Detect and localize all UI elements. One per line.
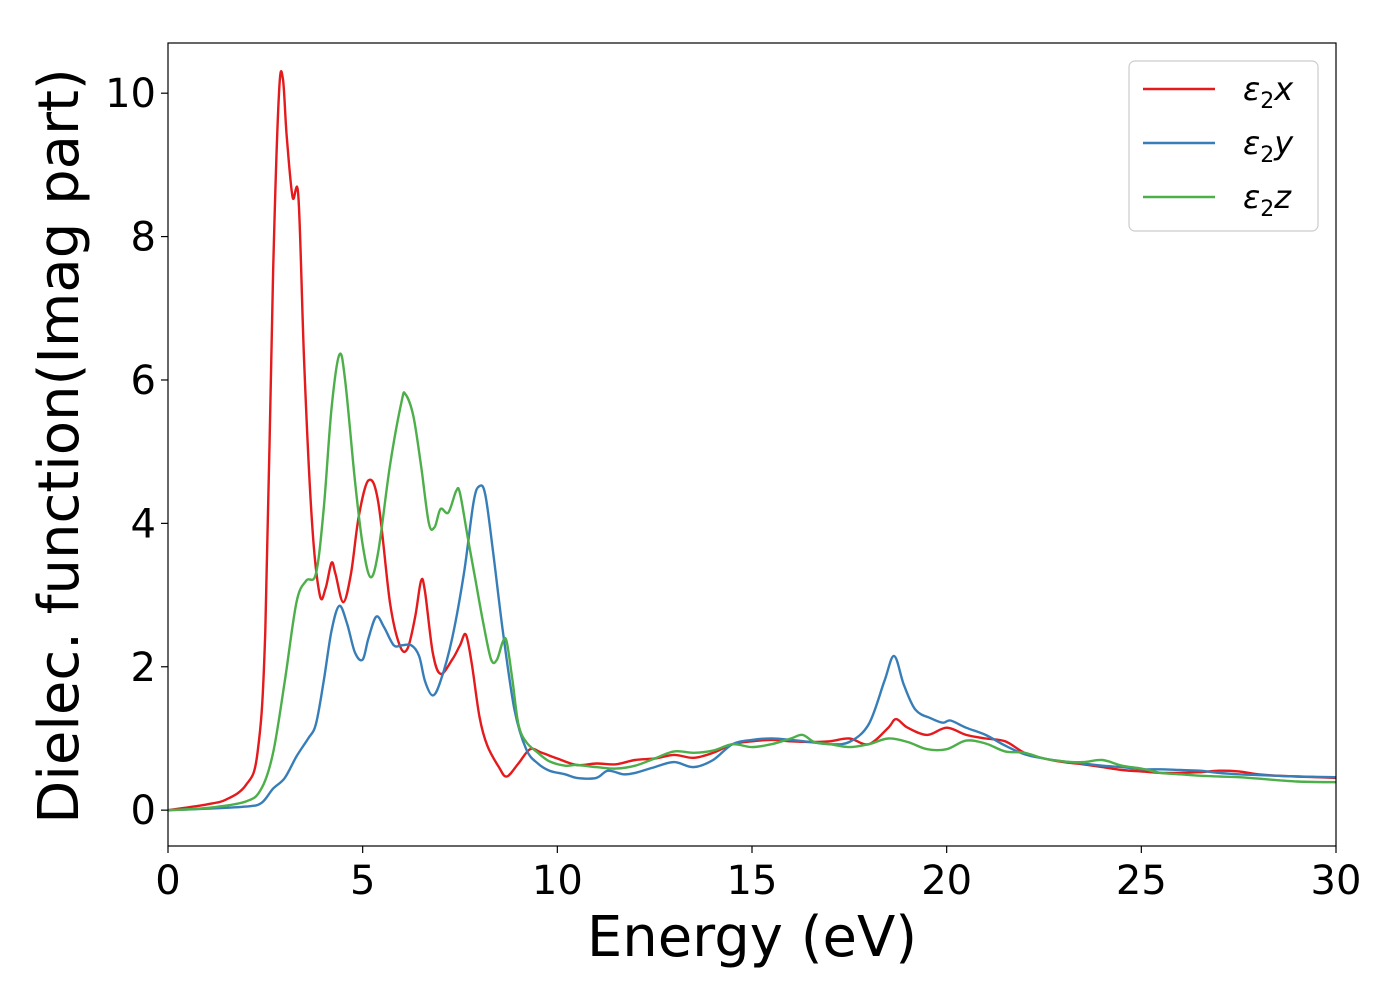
series-line-z <box>167 352 1337 812</box>
x-tick-label: 15 <box>727 858 778 904</box>
x-axis-title: Energy (eV) <box>587 905 917 970</box>
legend-box <box>1128 60 1319 232</box>
x-tick-label: 25 <box>1116 858 1167 904</box>
x-tick-label: 20 <box>921 858 972 904</box>
x-tick-label: 5 <box>350 858 375 904</box>
x-axis-ticks: 0 5 10 15 20 25 30 <box>155 846 1361 904</box>
y-tick-label: 4 <box>131 501 156 547</box>
y-tick-label: 10 <box>105 71 156 117</box>
x-tick-label: 0 <box>155 858 180 904</box>
y-tick-label: 6 <box>131 358 156 404</box>
legend: ε2x ε2y ε2z <box>1128 60 1319 232</box>
y-tick-label: 2 <box>131 645 156 691</box>
y-tick-label: 8 <box>131 215 156 261</box>
y-tick-label: 0 <box>131 788 156 834</box>
x-tick-label: 10 <box>532 858 583 904</box>
legend-label-y: ε2y <box>1243 124 1294 168</box>
legend-label-x: ε2x <box>1243 70 1294 114</box>
x-tick-label: 30 <box>1311 858 1362 904</box>
series-layer <box>167 70 1337 812</box>
y-axis-ticks: 0 2 4 6 8 10 <box>105 71 168 834</box>
legend-label-z: ε2z <box>1243 178 1292 222</box>
y-axis-title: Dielec. function(Imag part) <box>27 68 92 824</box>
